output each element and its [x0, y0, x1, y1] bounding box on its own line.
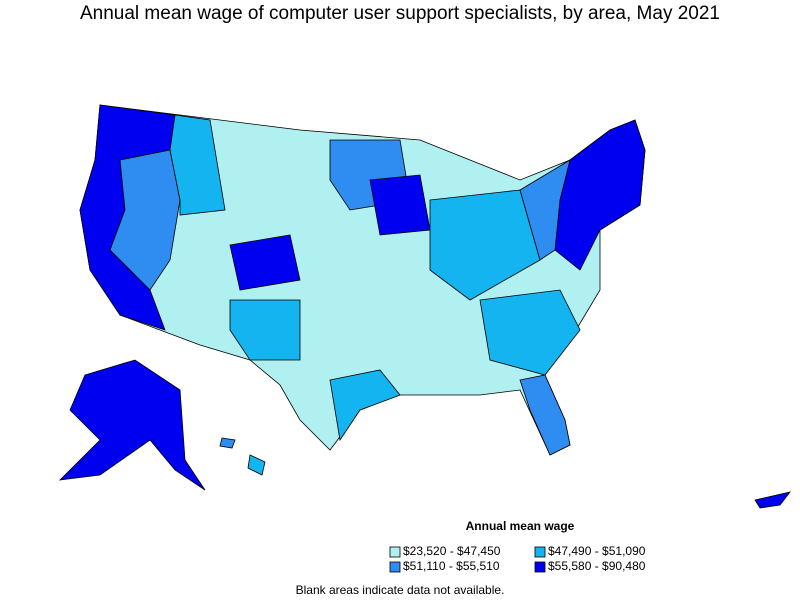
legend-label: $47,490 - $51,090 — [548, 544, 646, 558]
legend-swatch — [534, 546, 546, 558]
map-title: Annual mean wage of computer user suppor… — [80, 3, 720, 24]
region — [429, 189, 541, 301]
region — [58, 359, 206, 491]
region — [369, 174, 431, 236]
region — [754, 491, 791, 509]
region — [169, 114, 226, 216]
legend: $23,520 - $47,450 $47,490 - $51,090 $51,11… — [389, 544, 646, 573]
region — [329, 369, 401, 442]
region — [519, 374, 571, 456]
legend-label: $51,110 - $55,510 — [403, 559, 500, 573]
region — [479, 289, 581, 376]
region — [519, 159, 571, 261]
footnote: Blank areas indicate data not available. — [296, 583, 505, 597]
legend-swatch — [534, 561, 546, 573]
legend-title: Annual mean wage — [466, 519, 575, 533]
legend-swatch — [389, 561, 401, 573]
legend-label: $55,580 - $90,480 — [548, 559, 646, 573]
region — [219, 437, 236, 449]
map — [58, 104, 791, 509]
region — [229, 234, 301, 291]
region — [247, 454, 266, 476]
legend-label: $23,520 - $47,450 — [403, 544, 501, 558]
legend-swatch — [389, 546, 401, 558]
region — [229, 299, 301, 361]
